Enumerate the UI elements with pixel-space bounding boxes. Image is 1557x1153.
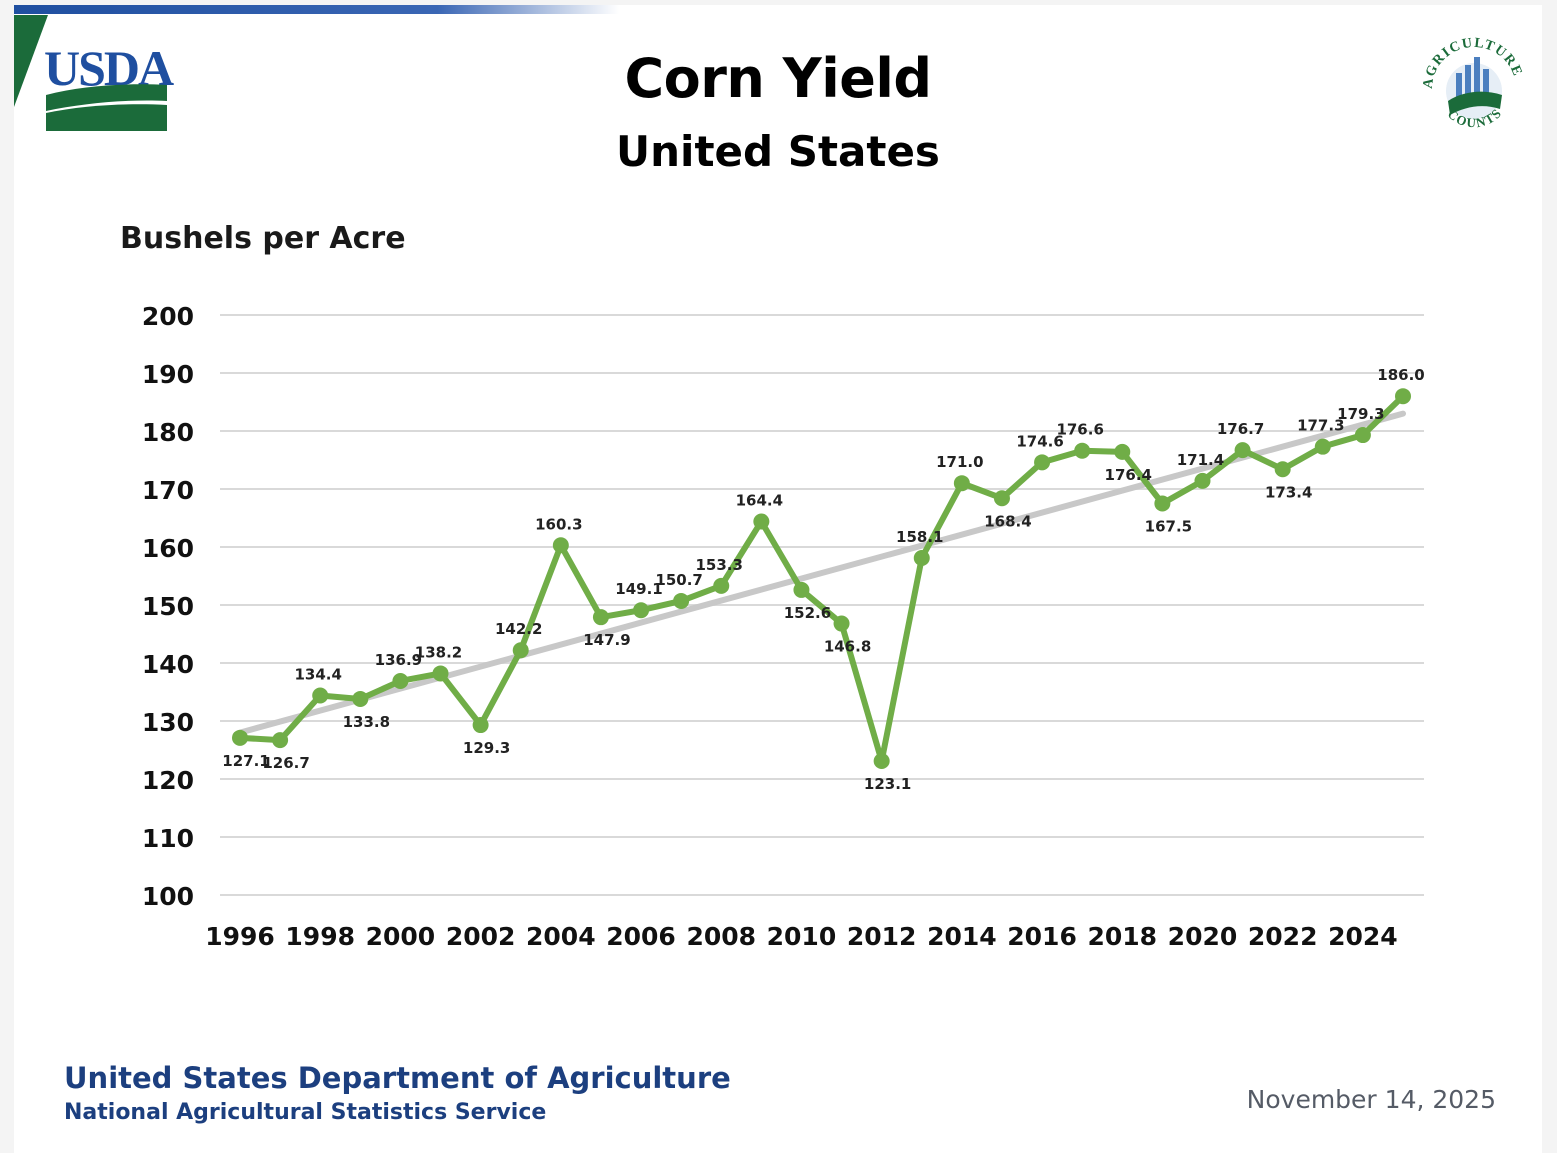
data-point xyxy=(1194,472,1211,489)
data-point xyxy=(753,513,770,530)
data-point xyxy=(232,729,248,746)
x-tick-label: 1996 xyxy=(205,922,275,951)
x-tick-label: 2014 xyxy=(927,922,997,951)
data-label: 150.7 xyxy=(655,571,702,589)
y-tick-label: 190 xyxy=(142,360,194,389)
data-label: 177.3 xyxy=(1297,417,1344,435)
chart-title: Corn Yield xyxy=(624,47,932,110)
data-label: 168.4 xyxy=(984,512,1031,530)
data-label: 171.4 xyxy=(1177,451,1224,469)
x-tick-label: 2010 xyxy=(767,922,837,951)
x-tick-label: 2002 xyxy=(446,922,516,951)
y-tick-label: 120 xyxy=(142,766,194,795)
data-point xyxy=(1114,443,1131,460)
data-point xyxy=(953,475,970,492)
data-label: 176.7 xyxy=(1217,420,1264,438)
data-label: 138.2 xyxy=(415,643,462,661)
x-tick-label: 2022 xyxy=(1248,922,1318,951)
footer-date: November 14, 2025 xyxy=(1246,1085,1496,1114)
chart-subtitle: United States xyxy=(616,127,940,176)
data-label: 136.9 xyxy=(375,651,422,669)
y-tick-label: 170 xyxy=(142,476,194,505)
data-label: 164.4 xyxy=(736,491,783,509)
data-point xyxy=(793,581,810,598)
x-tick-label: 2012 xyxy=(847,922,917,951)
data-label: 171.0 xyxy=(936,453,983,471)
data-label: 149.1 xyxy=(615,580,662,598)
y-tick-label: 200 xyxy=(142,302,194,331)
slide: USDA AGRICULTURE COUNTS Corn Yield Unite… xyxy=(14,5,1542,1153)
data-label: 129.3 xyxy=(463,739,510,757)
data-label: 153.3 xyxy=(696,556,743,574)
data-point xyxy=(352,690,369,707)
y-axis-label: Bushels per Acre xyxy=(120,221,406,256)
data-point xyxy=(833,615,850,632)
data-point xyxy=(592,609,609,626)
usda-logo: USDA xyxy=(14,15,176,131)
x-tick-label: 2020 xyxy=(1168,922,1238,951)
x-tick-label: 2008 xyxy=(686,922,756,951)
corn-yield-chart: 100 110 120 130 140 150 160 170 180 190 200 1996 199… xyxy=(142,302,1425,951)
y-tick-label: 140 xyxy=(142,650,194,679)
data-point xyxy=(392,672,409,689)
data-label: 142.2 xyxy=(495,620,542,638)
data-label: 179.3 xyxy=(1337,405,1384,423)
data-point xyxy=(312,687,329,704)
data-point xyxy=(1074,442,1091,459)
data-label: 167.5 xyxy=(1145,518,1192,536)
x-tick-label: 2006 xyxy=(606,922,676,951)
trend-line xyxy=(237,410,1406,736)
data-label: 186.0 xyxy=(1377,366,1424,384)
data-point xyxy=(1314,438,1331,455)
data-point xyxy=(1395,388,1411,405)
data-point xyxy=(1034,454,1051,471)
data-label: 152.6 xyxy=(784,604,831,622)
x-tick-label: 2016 xyxy=(1007,922,1077,951)
data-label: 123.1 xyxy=(864,775,911,793)
data-point xyxy=(633,602,650,619)
footer-sub: National Agricultural Statistics Service xyxy=(64,1100,547,1125)
footer-org: United States Department of Agriculture xyxy=(64,1061,731,1095)
data-point xyxy=(993,490,1010,507)
data-point xyxy=(1234,442,1251,459)
data-point xyxy=(713,577,730,594)
data-label: 176.4 xyxy=(1105,466,1152,484)
y-tick-label: 160 xyxy=(142,534,194,563)
data-point xyxy=(272,732,289,749)
x-tick-label: 2024 xyxy=(1328,922,1398,951)
x-tick-label: 2004 xyxy=(526,922,596,951)
data-label: 176.6 xyxy=(1056,421,1103,439)
data-point xyxy=(552,537,569,554)
data-label: 158.1 xyxy=(896,528,943,546)
data-point xyxy=(913,550,930,567)
x-tick-label: 2000 xyxy=(366,922,436,951)
data-point xyxy=(1354,427,1371,444)
x-tick-label: 1998 xyxy=(285,922,355,951)
data-label: 147.9 xyxy=(583,631,630,649)
y-tick-label: 150 xyxy=(142,592,194,621)
data-label: 173.4 xyxy=(1265,483,1312,501)
y-tick-label: 180 xyxy=(142,418,194,447)
data-label: 174.6 xyxy=(1016,432,1063,450)
data-point xyxy=(512,642,529,659)
y-tick-label: 100 xyxy=(142,882,194,911)
data-point xyxy=(1274,461,1291,478)
data-label: 133.8 xyxy=(343,713,390,731)
data-label: 146.8 xyxy=(824,638,871,656)
data-label: 127.1 xyxy=(222,752,269,770)
y-tick-label: 130 xyxy=(142,708,194,737)
series-line xyxy=(237,393,1406,765)
agriculture-counts-logo: AGRICULTURE COUNTS xyxy=(1421,36,1524,131)
top-stripe xyxy=(14,5,619,14)
data-point xyxy=(673,592,690,609)
y-tick-label: 110 xyxy=(142,824,194,853)
x-tick-label: 2018 xyxy=(1087,922,1157,951)
data-point xyxy=(873,753,890,770)
data-point xyxy=(432,665,449,682)
data-label: 126.7 xyxy=(262,754,309,772)
data-point xyxy=(472,717,489,734)
data-point xyxy=(1154,495,1171,512)
data-label: 160.3 xyxy=(535,515,582,533)
data-label: 134.4 xyxy=(294,665,341,683)
